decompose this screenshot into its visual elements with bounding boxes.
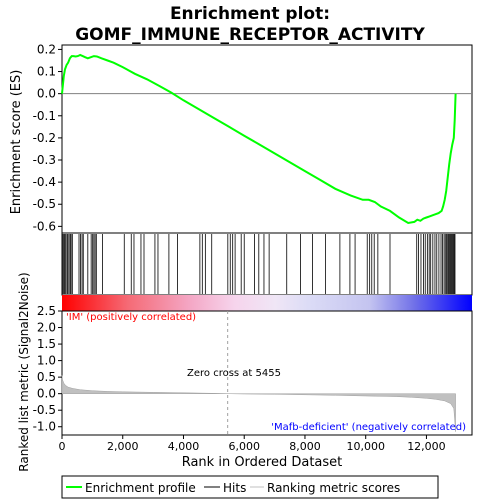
metric-ytick-label: 2.0: [37, 321, 56, 335]
legend: Enrichment profile Hits Ranking metric s…: [61, 475, 439, 499]
xtick-label: 8,000: [289, 440, 321, 453]
hits-panel: [61, 232, 473, 296]
es-ytick-label: -0.2: [33, 131, 56, 145]
xtick-label: 10,000: [346, 440, 385, 453]
chart-title-line-1: Enrichment plot:: [170, 4, 330, 24]
es-ytick-label: -0.3: [33, 153, 56, 167]
metric-ytick-label: 1.5: [37, 337, 56, 351]
metric-ytick-label: -1.0: [33, 420, 56, 434]
negative-correlation-label: 'Mafb-deficient' (negatively correlated): [271, 422, 466, 433]
xtick-label: 0: [59, 440, 66, 453]
es-ytick-label: -0.5: [33, 197, 56, 211]
metric-y-axis-label: Ranked list metric (Signal2Noise): [17, 272, 31, 471]
xtick-label: 6,000: [228, 440, 260, 453]
metric-y-ticks: 2.5 2.0 1.5 1.0 0.5 0.0 -0.5 -1.0: [33, 304, 62, 434]
hit-marks: [62, 234, 456, 294]
legend-metric-label: Ranking metric scores: [267, 481, 400, 495]
metric-ytick-label: 2.5: [37, 304, 56, 318]
metric-ytick-label: 0.0: [37, 387, 56, 401]
x-axis-label: Rank in Ordered Dataset: [182, 455, 343, 470]
es-ytick-label: -0.1: [33, 109, 56, 123]
x-ticks: 0 2,000 4,000 6,000 8,000 10,000 12,000: [59, 435, 446, 453]
metric-panel: 2.5 2.0 1.5 1.0 0.5 0.0 -0.5 -1.0 0 2,000 4,000 6,…: [17, 272, 473, 472]
hits-panel-frame: [61, 232, 473, 296]
es-ytick-label: 0.0: [37, 87, 56, 101]
metric-ytick-label: 0.5: [37, 370, 56, 384]
chart-title-line-2: GOMF_IMMUNE_RECEPTOR_ACTIVITY: [75, 25, 425, 45]
es-y-axis-label: Enrichment score (ES): [9, 70, 24, 215]
es-ytick-label: -0.4: [33, 175, 56, 189]
xtick-label: 2,000: [107, 440, 139, 453]
es-ytick-label: 0.2: [37, 42, 56, 56]
metric-ytick-label: 1.0: [37, 354, 56, 368]
legend-hits-label: Hits: [223, 481, 246, 495]
es-panel: 0.2 0.1 0.0 -0.1 -0.2 -0.3 -0.4 -0.5 -0.6 Enrich…: [9, 42, 473, 234]
metric-panel-frame: [61, 310, 473, 436]
zero-cross-annotation: Zero cross at 5455: [187, 368, 281, 379]
legend-enrichment-label: Enrichment profile: [85, 481, 196, 495]
es-ytick-label: -0.6: [33, 219, 56, 233]
es-panel-frame: [61, 44, 473, 234]
ranking-metric-area: [61, 375, 456, 432]
xtick-label: 4,000: [168, 440, 200, 453]
rank-color-bar: [62, 295, 472, 311]
metric-ytick-label: -0.5: [33, 403, 56, 417]
es-ytick-label: 0.1: [37, 65, 56, 79]
es-y-ticks: 0.2 0.1 0.0 -0.1 -0.2 -0.3 -0.4 -0.5 -0.6: [33, 42, 62, 233]
positive-correlation-label: 'IM' (positively correlated): [66, 312, 196, 323]
xtick-label: 12,000: [407, 440, 446, 453]
enrichment-profile-line: [61, 53, 457, 225]
